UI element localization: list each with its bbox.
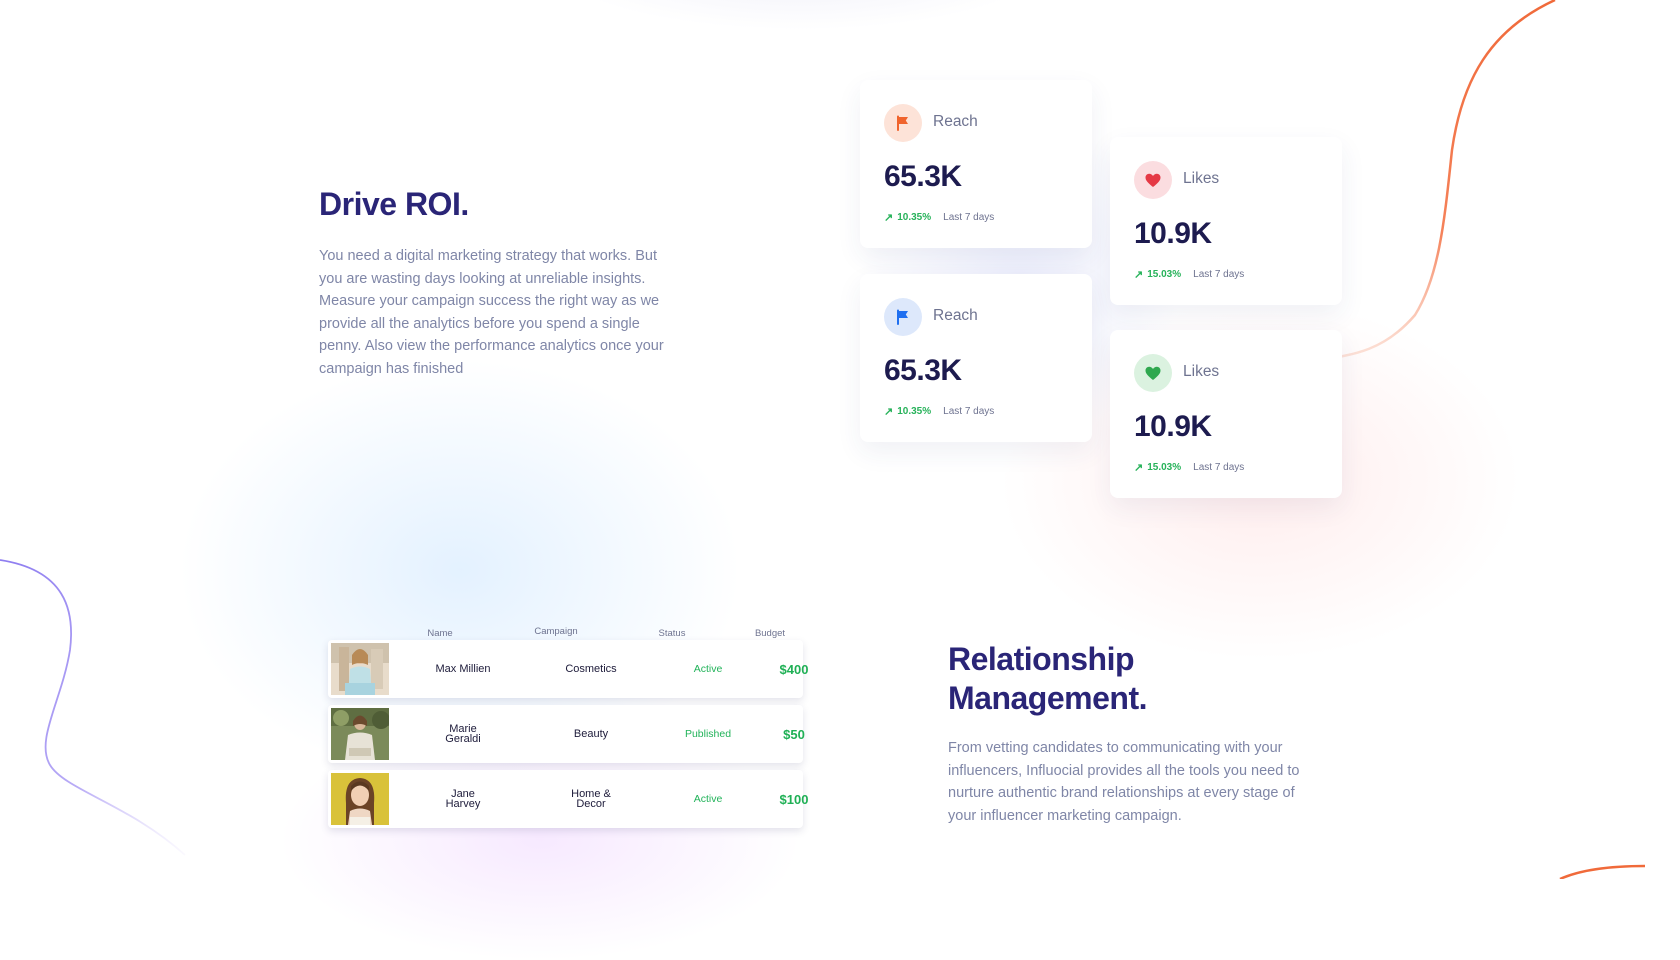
stat-change: 10.35% [897,406,932,417]
column-header-status: Status [658,628,686,639]
table-row[interactable]: Marie Geraldi Beauty Published $50 [328,705,805,763]
likes-stat-card: Likes 10.9K ↗ 15.03% Last 7 days [1110,330,1342,498]
influencer-name: Jane Harvey [445,788,481,810]
influencer-name: Marie Geraldi [445,723,481,745]
stat-label: Likes [1183,363,1220,380]
budget-value: $50 [783,726,805,742]
drive-roi-description: You need a digital marketing strategy th… [319,248,664,377]
heart-icon [1134,161,1172,199]
campaign-name: Cosmetics [565,663,617,675]
relationship-management-description: From vetting candidates to communicating… [948,740,1300,824]
purple-curve-left [0,559,186,856]
campaign-name: Beauty [573,728,609,740]
orange-curve-bottom-right [1559,864,1646,879]
budget-value: $400 [779,661,809,677]
stat-value: 65.3K [884,354,962,387]
flag-icon [884,104,922,142]
stat-value: 65.3K [884,160,962,193]
reach-stat-card: Reach 65.3K ↗ 10.35% Last 7 days [860,80,1092,248]
stat-change: 15.03% [1147,462,1182,473]
heart-icon [1134,354,1172,392]
column-header-name: Name [427,628,453,639]
table-row[interactable]: Max Millien Cosmetics Active $400 [328,640,808,698]
stat-label: Reach [933,307,978,324]
trend-up-icon: ↗ [1134,269,1144,281]
influencer-name: Max Millien [435,663,491,675]
avatar [331,708,390,760]
column-header-budget: Budget [754,628,786,639]
decorative-curves [0,0,1646,879]
likes-stat-card: Likes 10.9K ↗ 15.03% Last 7 days [1110,137,1342,305]
stat-label: Likes [1183,170,1220,187]
stat-period: Last 7 days [1193,462,1245,473]
trend-up-icon: ↗ [884,406,894,418]
stat-change: 10.35% [897,212,932,223]
reach-stat-card: Reach 65.3K ↗ 10.35% Last 7 days [860,274,1092,442]
budget-value: $100 [779,791,809,807]
stat-value: 10.9K [1134,410,1212,443]
trend-up-icon: ↗ [1134,462,1144,474]
flag-icon [884,298,922,336]
stat-label: Reach [933,113,978,130]
campaign-name: Home & Decor [571,788,611,810]
orange-curve-top-right [1317,0,1556,362]
avatar [331,773,389,825]
status-badge: Active [693,663,723,675]
stat-period: Last 7 days [943,406,995,417]
drive-roi-heading: Drive ROI. [319,186,469,222]
stat-period: Last 7 days [1193,269,1245,280]
table-row[interactable]: Jane Harvey Home & Decor Active $100 [328,770,808,828]
stat-change: 15.03% [1147,269,1182,280]
stat-period: Last 7 days [943,212,995,223]
stat-value: 10.9K [1134,217,1212,250]
relationship-management-heading: Relationship Management. [948,641,1147,716]
status-badge: Published [684,728,732,740]
status-badge: Active [693,793,723,805]
avatar [331,643,389,695]
trend-up-icon: ↗ [884,212,894,224]
column-header-campaign: Campaign [534,626,578,637]
